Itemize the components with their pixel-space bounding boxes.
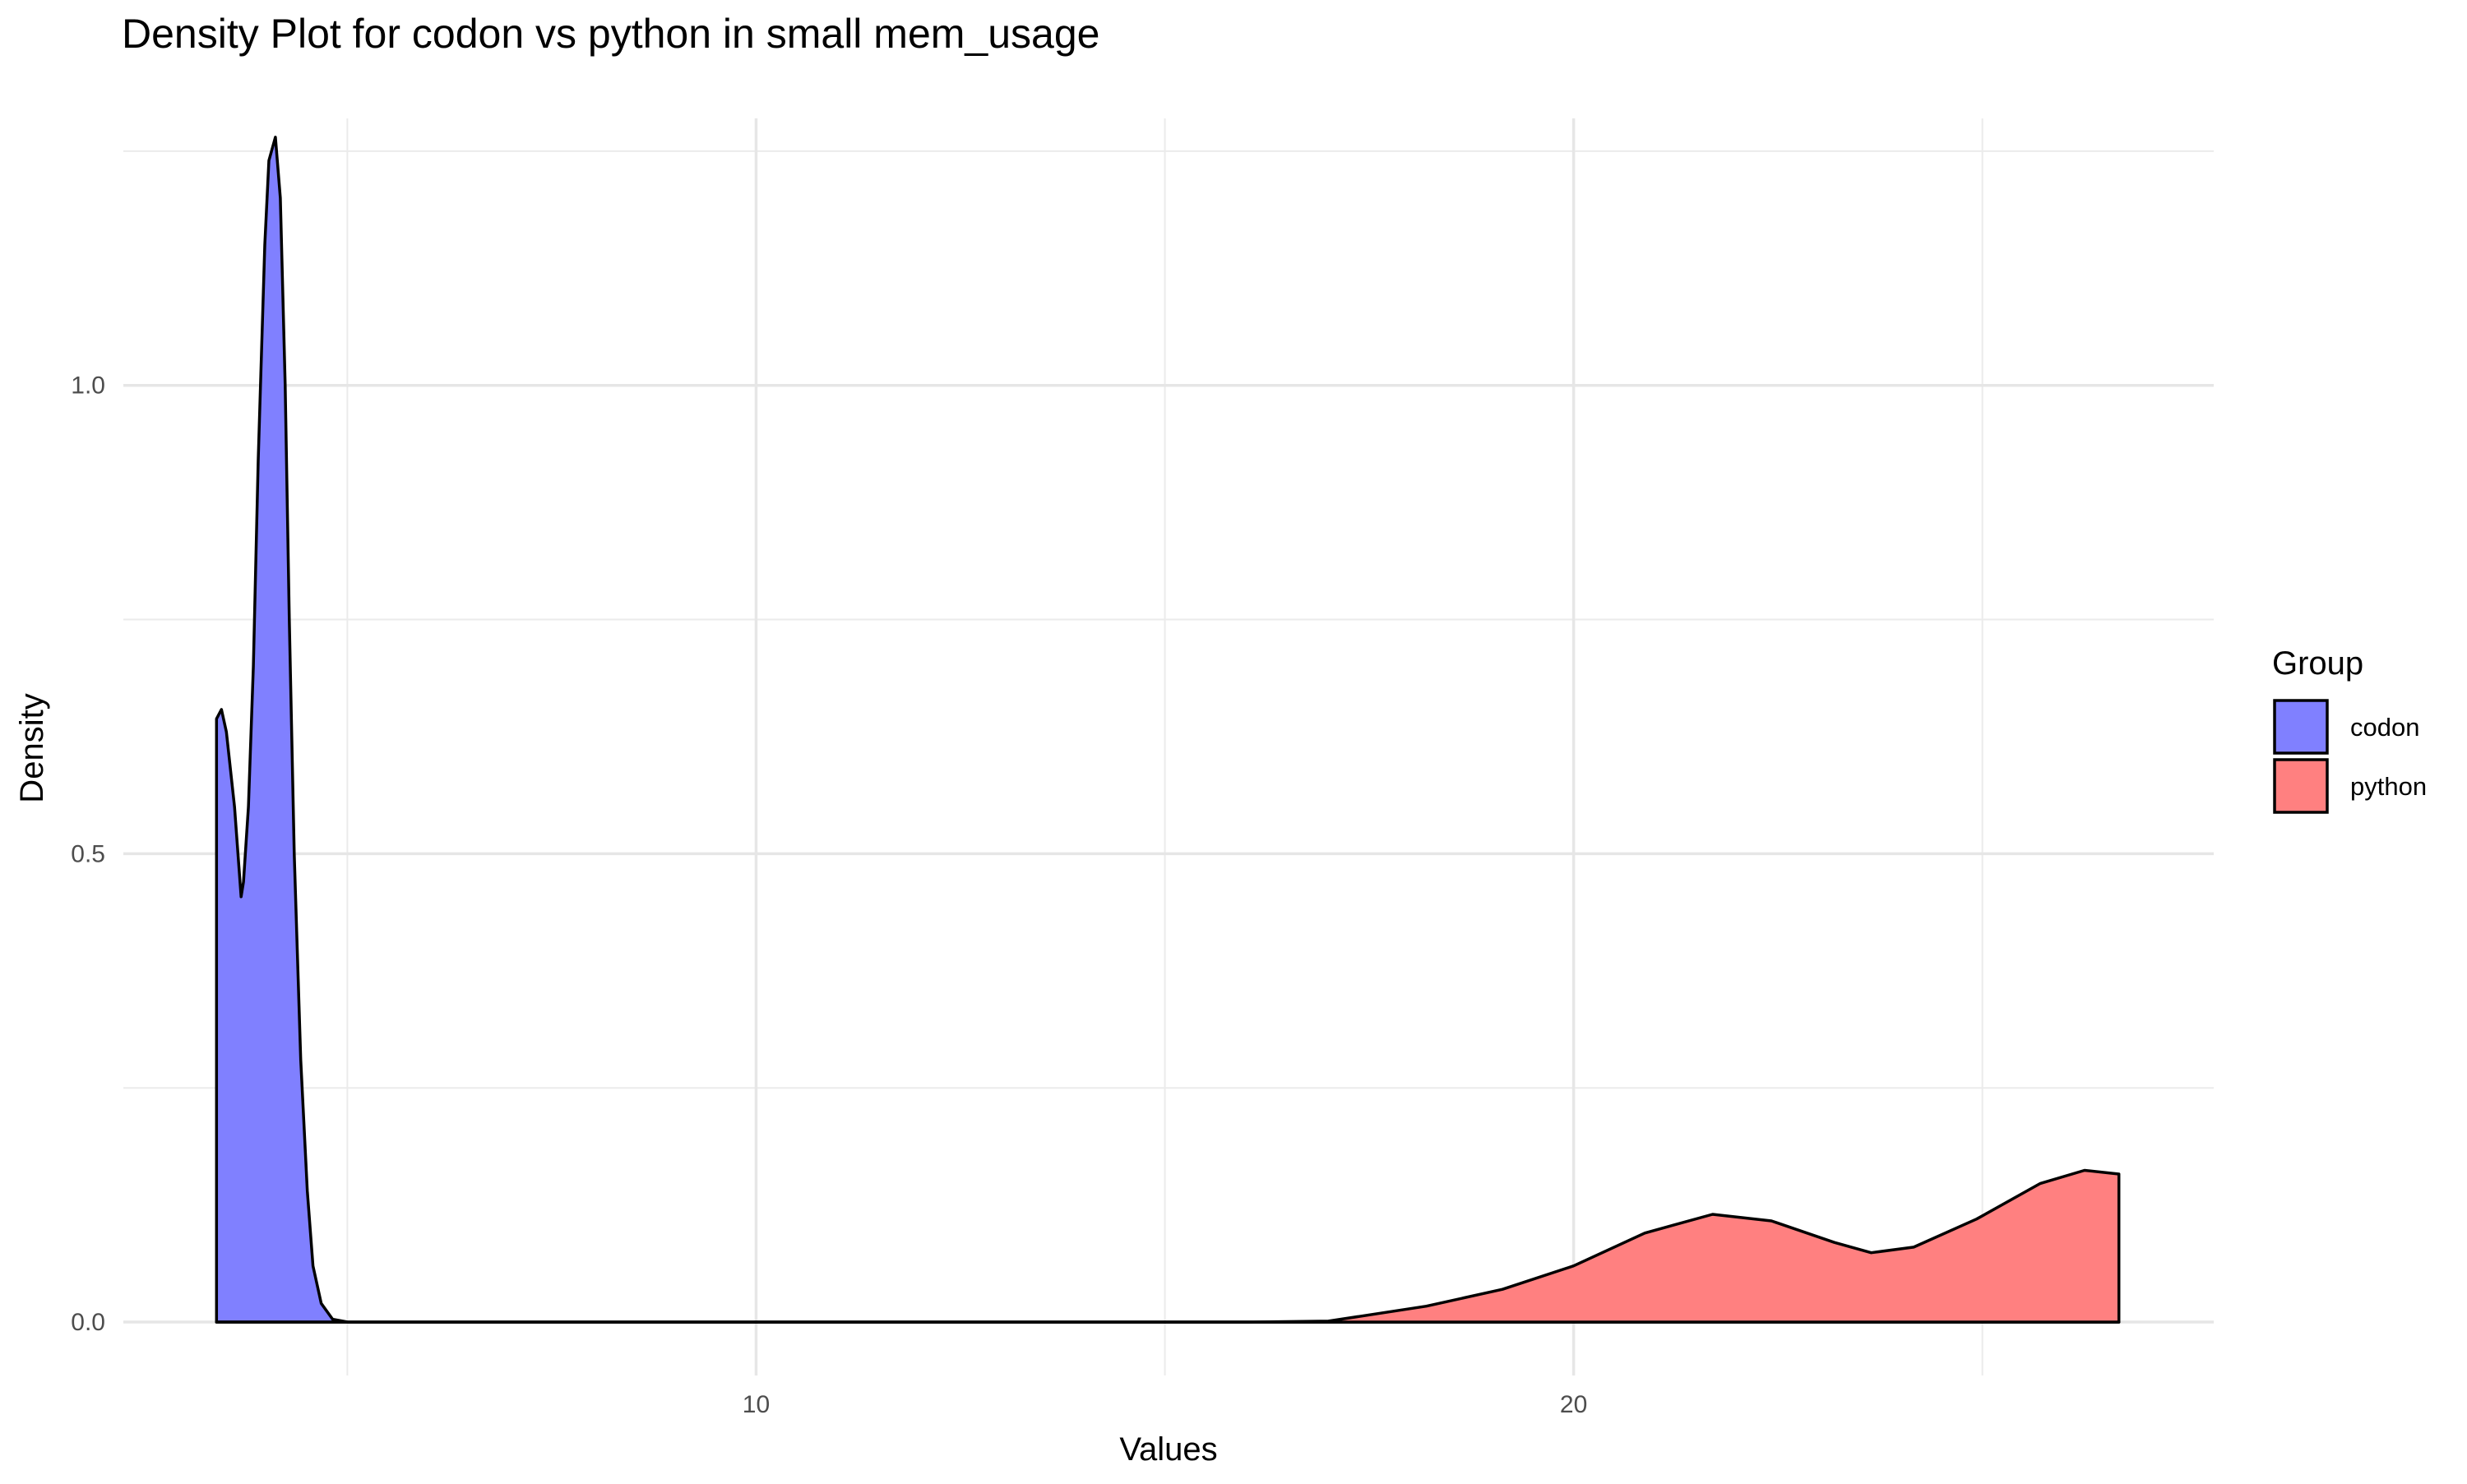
x-axis-title: Values — [1119, 1431, 1217, 1468]
y-axis-title: Density — [14, 693, 50, 802]
density-area — [215, 1168, 2121, 1324]
x-tick-label: 20 — [1560, 1391, 1587, 1418]
x-tick-label: 10 — [743, 1391, 770, 1418]
y-tick-label: 0.0 — [71, 1309, 105, 1336]
chart-title: Density Plot for codon vs python in smal… — [122, 11, 1099, 57]
legend-key — [2273, 699, 2329, 755]
legend-label: python — [2350, 772, 2427, 801]
y-tick-label: 1.0 — [71, 372, 105, 400]
legend-title: Group — [2272, 645, 2363, 682]
density-area — [215, 136, 2121, 1324]
legend-label: codon — [2350, 713, 2419, 742]
y-tick-label: 0.5 — [71, 840, 105, 867]
legend-key — [2273, 758, 2329, 814]
